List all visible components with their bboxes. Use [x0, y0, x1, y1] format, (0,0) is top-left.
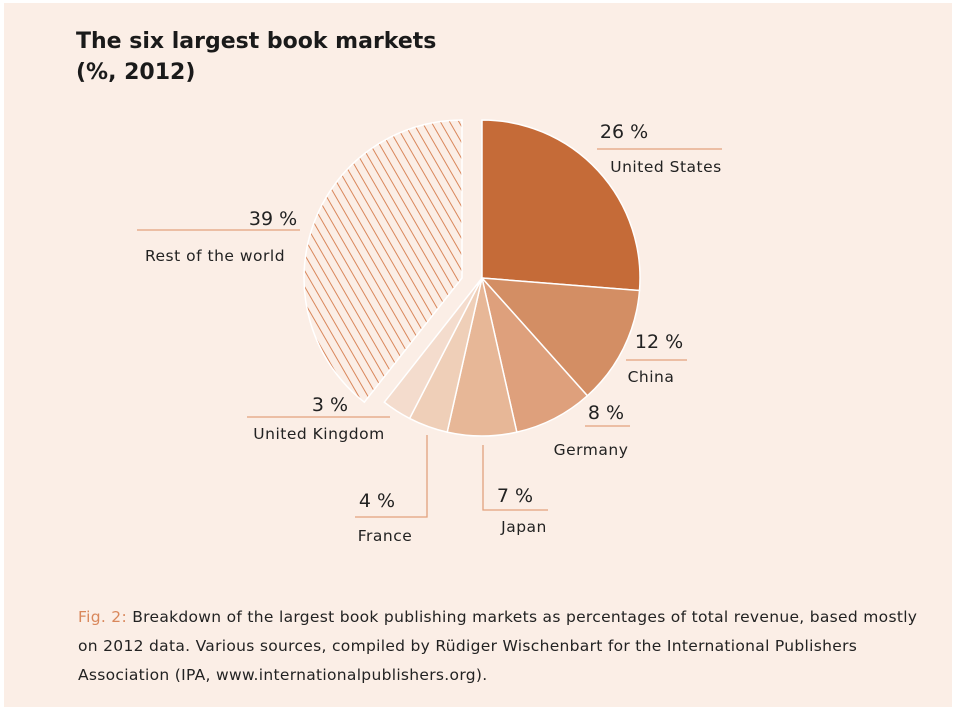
leader-line-japan [482, 445, 548, 511]
pie-slice-china [480, 277, 641, 397]
caption-text: Breakdown of the largest book publishing… [78, 608, 918, 684]
slice-value-germany: 8 % [588, 402, 624, 424]
slice-label-united-kingdom: United Kingdom [253, 425, 384, 443]
leader-line-france [355, 435, 428, 518]
slice-value-united-states: 26 % [600, 121, 648, 143]
caption-fig-label: Fig. 2: [78, 608, 127, 626]
slice-label-united-states: United States [610, 158, 721, 176]
leader-lines [137, 148, 722, 518]
pie-slice-rest-of-the-world [303, 119, 463, 404]
slice-label-japan: Japan [500, 518, 547, 536]
slice-value-united-kingdom: 3 % [312, 394, 348, 416]
slice-label-germany: Germany [554, 441, 629, 459]
slice-value-rest-of-the-world: 39 % [249, 208, 297, 230]
slice-label-france: France [358, 527, 413, 545]
slice-value-france: 4 % [359, 490, 395, 512]
pie-slice-united-kingdom [383, 277, 483, 420]
chart-title-text: The six largest book markets [76, 29, 437, 54]
chart-title: The six largest book markets (%, 2012) [76, 26, 436, 88]
slice-value-japan: 7 % [497, 485, 533, 507]
slice-value-china: 12 % [635, 331, 683, 353]
figure-caption: Fig. 2: Breakdown of the largest book pu… [78, 603, 928, 690]
slice-label-rest-of-the-world: Rest of the world [145, 247, 285, 265]
pie-slices [303, 119, 641, 437]
pie-slice-united-states [481, 119, 641, 292]
chart-subtitle: (%, 2012) [76, 60, 196, 85]
slice-label-china: China [628, 368, 675, 386]
